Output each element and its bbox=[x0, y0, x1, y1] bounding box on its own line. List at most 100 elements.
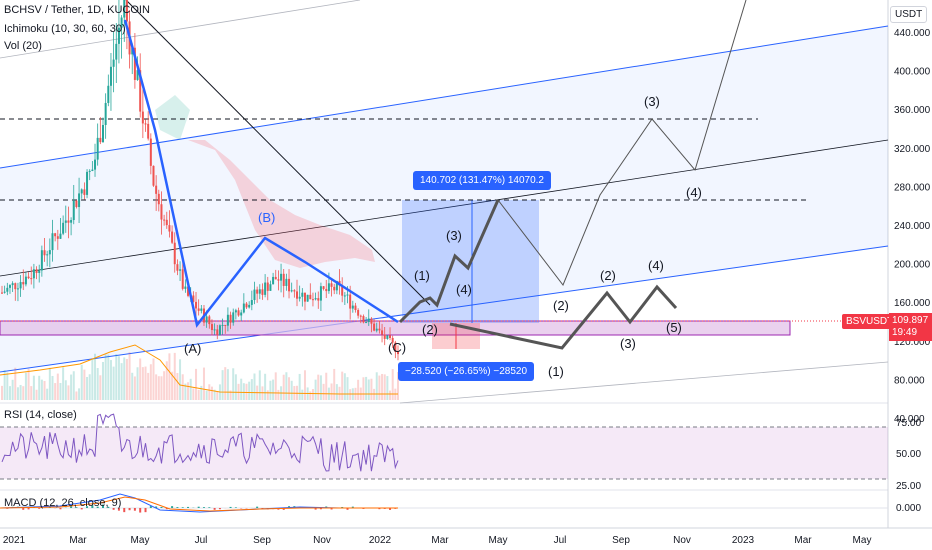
candle-body bbox=[94, 159, 97, 170]
candle-body bbox=[213, 329, 216, 331]
macd-hist-bar bbox=[27, 508, 30, 510]
candle-body bbox=[394, 342, 397, 352]
legend-macd[interactable]: MACD (12, 26, close, 9) bbox=[4, 497, 122, 509]
candle-body bbox=[165, 219, 168, 226]
candle-body bbox=[120, 17, 123, 28]
candle-body bbox=[64, 220, 67, 223]
price-tick-label: 280.000 bbox=[894, 182, 931, 193]
candle-body bbox=[43, 250, 46, 256]
candle-body bbox=[303, 292, 306, 302]
volume-bar bbox=[123, 357, 126, 400]
wave-label-long-3: (3) bbox=[644, 94, 660, 109]
volume-bar bbox=[349, 389, 352, 400]
candle-body bbox=[171, 231, 174, 243]
candle-body bbox=[242, 303, 245, 313]
candle-body bbox=[240, 312, 243, 316]
candle-body bbox=[14, 283, 17, 290]
wave-label-4: (4) bbox=[456, 282, 472, 297]
candle-body bbox=[16, 288, 19, 290]
candle-body bbox=[317, 298, 320, 301]
volume-bar bbox=[22, 386, 25, 400]
candle-body bbox=[200, 308, 203, 311]
macd-hist-bar bbox=[282, 508, 285, 510]
time-tick-label: May bbox=[131, 535, 150, 546]
legend-symbol[interactable]: BCHSV / Tether, 1D, KUCOIN bbox=[4, 4, 150, 16]
volume-bar bbox=[149, 364, 152, 400]
candle-body bbox=[157, 193, 160, 205]
candle-body bbox=[218, 325, 221, 335]
candle-body bbox=[86, 171, 89, 195]
time-tick-label: 2023 bbox=[732, 535, 755, 546]
volume-bar bbox=[226, 369, 229, 400]
currency-selector[interactable]: USDT bbox=[890, 6, 928, 23]
volume-bar bbox=[242, 383, 245, 400]
bullish-wave-path bbox=[398, 199, 500, 324]
candle-body bbox=[117, 27, 120, 44]
volume-bar bbox=[157, 376, 160, 400]
volume-bar bbox=[338, 386, 341, 400]
macd-hist-bar bbox=[59, 508, 62, 510]
volume-bar bbox=[147, 372, 150, 400]
macd-hist-bar bbox=[123, 508, 126, 513]
volume-bar bbox=[48, 367, 51, 400]
macd-hist-bar bbox=[80, 508, 83, 510]
candle-body bbox=[261, 289, 264, 295]
volume-bar bbox=[24, 372, 27, 400]
volume-bar bbox=[317, 374, 320, 400]
wave-label-a: (A) bbox=[184, 341, 201, 356]
macd-hist-bar bbox=[234, 507, 237, 508]
volume-bar bbox=[99, 375, 102, 400]
outer-channel-line-lower bbox=[399, 361, 889, 404]
macd-hist-bar bbox=[38, 508, 41, 509]
volume-bar bbox=[229, 390, 232, 400]
volume-bar bbox=[210, 386, 213, 400]
macd-hist-bar bbox=[208, 507, 211, 508]
volume-bar bbox=[187, 382, 190, 400]
volume-bar bbox=[165, 361, 168, 400]
macd-hist-bar bbox=[139, 508, 142, 513]
volume-bar bbox=[285, 372, 288, 400]
candle-body bbox=[155, 185, 158, 194]
volume-bar bbox=[173, 352, 176, 400]
macd-hist-bar bbox=[117, 508, 120, 511]
candle-body bbox=[104, 102, 107, 125]
volume-bar bbox=[378, 375, 381, 400]
volume-bar bbox=[346, 377, 349, 400]
legend-rsi[interactable]: RSI (14, close) bbox=[4, 409, 77, 421]
candlestick-series bbox=[1, 0, 399, 361]
volume-bar bbox=[8, 386, 11, 400]
candle-body bbox=[216, 329, 219, 335]
macd-hist-bar bbox=[256, 506, 259, 508]
measure-down-label: −28.520 (−26.65%) −28520 bbox=[398, 362, 535, 381]
candle-body bbox=[48, 250, 51, 255]
volume-bar bbox=[91, 358, 94, 400]
volume-bar bbox=[224, 367, 227, 400]
candle-body bbox=[197, 308, 200, 311]
wave-label-2: (2) bbox=[422, 322, 438, 337]
volume-bar bbox=[192, 388, 195, 400]
candle-body bbox=[22, 282, 25, 285]
volume-bar bbox=[80, 364, 83, 400]
candle-body bbox=[139, 70, 142, 112]
candle-body bbox=[83, 189, 86, 195]
legend-volume[interactable]: Vol (20) bbox=[4, 40, 42, 52]
candle-body bbox=[277, 279, 280, 281]
candle-body bbox=[19, 282, 22, 289]
wave-label-3: (3) bbox=[446, 228, 462, 243]
candle-body bbox=[375, 328, 378, 331]
candle-body bbox=[56, 236, 59, 239]
channel-lower-line bbox=[0, 245, 889, 373]
candle-body bbox=[88, 170, 91, 172]
price-tick-label: 200.000 bbox=[894, 260, 931, 271]
candle-body bbox=[40, 250, 43, 271]
volume-bar bbox=[269, 380, 272, 400]
volume-bar bbox=[234, 374, 237, 400]
candle-body bbox=[367, 318, 370, 323]
wave-label-bear-3: (3) bbox=[620, 336, 636, 351]
legend-ichimoku[interactable]: Ichimoku (10, 30, 60, 30) bbox=[4, 23, 126, 35]
candle-body bbox=[160, 204, 163, 220]
candle-body bbox=[351, 305, 354, 309]
candle-body bbox=[96, 137, 99, 160]
volume-bar bbox=[1, 385, 3, 400]
